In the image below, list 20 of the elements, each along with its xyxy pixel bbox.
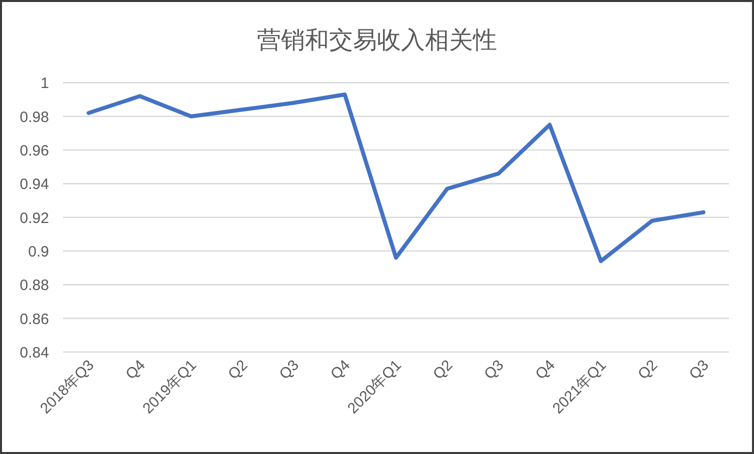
x-tick-label: Q4 [532, 356, 559, 383]
y-tick-label: 0.92 [20, 210, 49, 227]
y-tick-label: 0.96 [20, 142, 49, 160]
x-tick-label: Q4 [327, 356, 354, 383]
x-tick-label: Q2 [634, 356, 661, 383]
x-tick-label: Q4 [122, 356, 149, 383]
x-tick-label: Q3 [276, 356, 302, 383]
x-tick-label: Q3 [686, 356, 712, 383]
y-tick-label: 1 [40, 75, 49, 92]
y-tick-label: 0.98 [20, 108, 49, 126]
x-tick-label: Q2 [224, 356, 252, 383]
x-tick-label: Q3 [481, 356, 508, 383]
x-tick-label: Q2 [430, 356, 456, 383]
line-series [86, 92, 706, 264]
y-tick-label: 0.94 [20, 176, 49, 194]
y-tick-label: 0.86 [20, 310, 49, 328]
chart-title: 营销和交易收入相关性 [257, 27, 497, 54]
y-tick-label: 0.84 [20, 344, 49, 362]
y-tick-label: 0.88 [20, 277, 49, 294]
y-tick-label: 0.9 [28, 244, 49, 261]
